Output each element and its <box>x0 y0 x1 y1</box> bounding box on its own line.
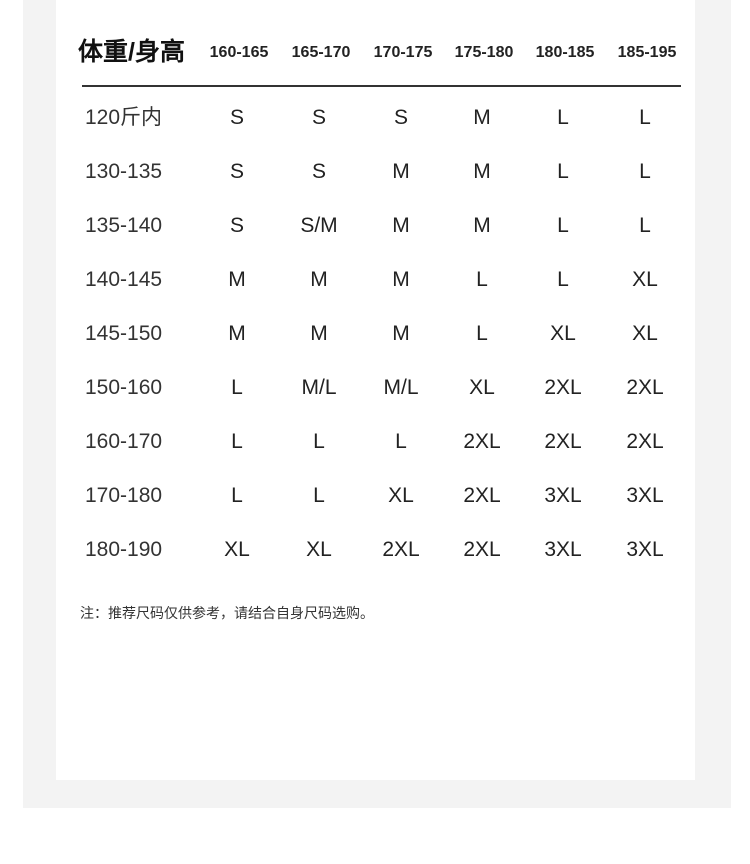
size-cell: L <box>231 376 243 399</box>
size-cell: L <box>231 484 243 507</box>
size-cell: L <box>557 268 569 291</box>
size-cell: L <box>639 160 651 183</box>
size-cell: 3XL <box>626 484 664 507</box>
size-cell: S <box>311 160 327 183</box>
size-cell: L <box>476 268 488 291</box>
size-cell: M <box>392 268 410 291</box>
size-cell: XL <box>388 484 414 507</box>
height-column-header: 165-170 <box>291 44 351 61</box>
size-cell: L <box>313 430 325 453</box>
size-cell: 2XL <box>463 538 501 561</box>
weight-label: 150-160 <box>85 376 163 399</box>
size-cell: 3XL <box>626 538 664 561</box>
size-cell: M <box>310 268 328 291</box>
size-cell: M <box>310 322 328 345</box>
size-cell: M <box>473 160 491 183</box>
size-note: 注：推荐尺码仅供参考，请结合自身尺码选购。 <box>80 605 374 621</box>
size-cell: M <box>473 214 491 237</box>
weight-label: 120斤内 <box>85 106 163 129</box>
height-column-header: 170-175 <box>373 44 433 61</box>
size-chart-card <box>56 0 695 780</box>
size-cell: L <box>231 430 243 453</box>
size-cell: 3XL <box>544 538 582 561</box>
size-cell: XL <box>469 376 495 399</box>
size-cell: M/L <box>301 376 337 399</box>
size-cell: L <box>395 430 407 453</box>
size-cell: L <box>557 214 569 237</box>
weight-label: 170-180 <box>85 484 163 507</box>
size-cell: S <box>311 106 327 129</box>
chart-title: 体重/身高 <box>78 38 185 66</box>
header-divider <box>82 85 681 87</box>
height-column-header: 185-195 <box>617 44 677 61</box>
size-cell: 2XL <box>544 376 582 399</box>
weight-label: 145-150 <box>85 322 163 345</box>
size-cell: M <box>228 322 246 345</box>
weight-label: 130-135 <box>85 160 163 183</box>
size-cell: M <box>228 268 246 291</box>
height-column-header: 175-180 <box>454 44 514 61</box>
weight-label: 160-170 <box>85 430 163 453</box>
size-cell: M/L <box>383 376 419 399</box>
weight-label: 135-140 <box>85 214 163 237</box>
size-cell: M <box>392 214 410 237</box>
height-column-header: 160-165 <box>209 44 269 61</box>
size-cell: 2XL <box>544 430 582 453</box>
size-cell: S <box>393 106 409 129</box>
size-cell: 2XL <box>463 484 501 507</box>
size-cell: S <box>229 106 245 129</box>
size-cell: 2XL <box>626 376 664 399</box>
height-column-header: 180-185 <box>535 44 595 61</box>
size-cell: S/M <box>300 214 338 237</box>
size-cell: L <box>639 106 651 129</box>
size-cell: 2XL <box>463 430 501 453</box>
size-cell: L <box>313 484 325 507</box>
size-cell: L <box>639 214 651 237</box>
weight-label: 140-145 <box>85 268 163 291</box>
weight-label: 180-190 <box>85 538 163 561</box>
size-cell: L <box>557 106 569 129</box>
size-cell: L <box>557 160 569 183</box>
size-cell: XL <box>306 538 332 561</box>
size-cell: L <box>476 322 488 345</box>
size-cell: S <box>229 160 245 183</box>
size-cell: 2XL <box>382 538 420 561</box>
size-cell: M <box>392 322 410 345</box>
size-cell: M <box>473 106 491 129</box>
size-cell: XL <box>224 538 250 561</box>
size-cell: M <box>392 160 410 183</box>
size-cell: 3XL <box>544 484 582 507</box>
size-cell: XL <box>632 322 658 345</box>
size-cell: XL <box>550 322 576 345</box>
size-cell: XL <box>632 268 658 291</box>
size-cell: 2XL <box>626 430 664 453</box>
size-cell: S <box>229 214 245 237</box>
